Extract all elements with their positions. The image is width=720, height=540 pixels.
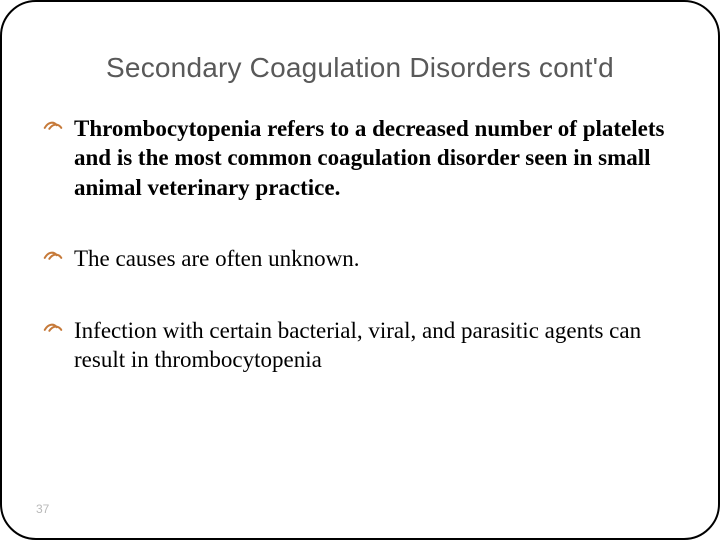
bullet-text: The causes are often unknown.	[74, 246, 359, 271]
flourish-icon	[42, 318, 64, 340]
slide-title: Secondary Coagulation Disorders cont'd	[42, 52, 678, 84]
list-item: Infection with certain bacterial, viral,…	[42, 316, 678, 375]
flourish-icon	[42, 246, 64, 268]
bullet-list: Thrombocytopenia refers to a decreased n…	[42, 114, 678, 375]
bullet-text: Infection with certain bacterial, viral,…	[74, 318, 641, 372]
list-item: The causes are often unknown.	[42, 244, 678, 273]
slide-frame: Secondary Coagulation Disorders cont'd T…	[0, 0, 720, 540]
list-item: Thrombocytopenia refers to a decreased n…	[42, 114, 678, 202]
slide-number: 37	[36, 502, 49, 516]
bullet-text-bold: Thrombocytopenia refers to a decreased n…	[74, 116, 664, 200]
flourish-icon	[42, 116, 64, 138]
